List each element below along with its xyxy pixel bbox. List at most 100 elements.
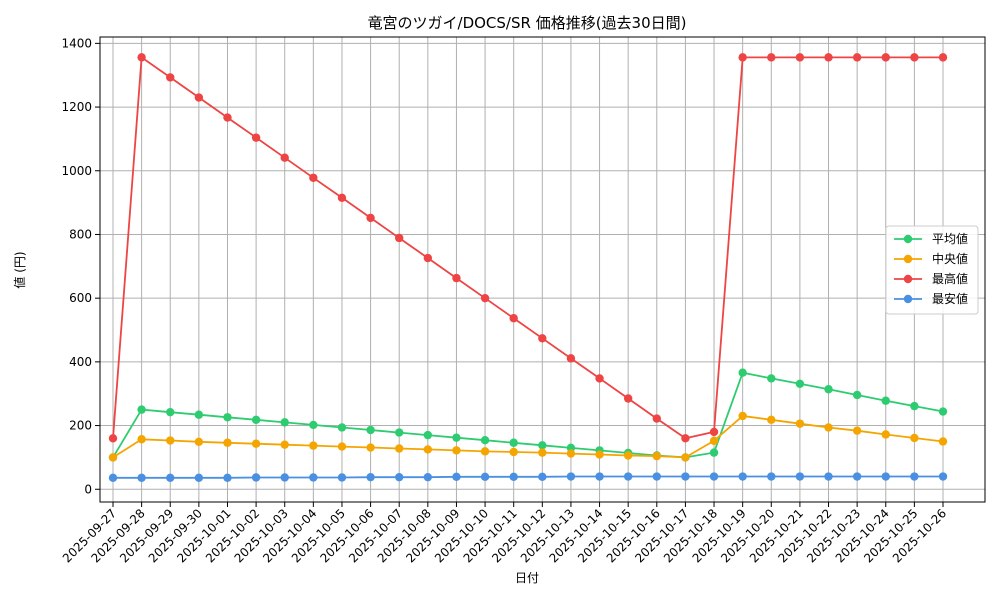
data-point: [309, 473, 318, 482]
data-point: [938, 437, 948, 446]
data-point: [852, 426, 862, 435]
data-point: [337, 423, 347, 432]
legend-label: 最高値: [932, 271, 968, 286]
data-point: [910, 433, 919, 443]
legend-label: 最安値: [932, 291, 968, 306]
data-point: [509, 314, 518, 323]
data-point: [709, 436, 719, 446]
data-point: [223, 413, 232, 422]
y-tick-label: 1400: [61, 36, 92, 50]
data-point: [337, 193, 347, 203]
y-tick-label: 1000: [61, 164, 92, 178]
data-point: [881, 430, 890, 439]
data-point: [595, 450, 604, 459]
data-point: [366, 472, 375, 482]
data-point: [137, 435, 146, 444]
series-4: [108, 472, 948, 482]
y-tick-label: 800: [69, 227, 92, 241]
data-point: [166, 73, 175, 82]
series-line: [112, 371, 944, 459]
data-point: [681, 434, 690, 443]
data-point: [852, 390, 862, 400]
data-point: [795, 419, 805, 428]
data-point: [881, 472, 890, 481]
data-point: [767, 53, 776, 62]
data-point: [480, 447, 490, 456]
data-point: [824, 472, 833, 481]
data-point: [709, 472, 719, 481]
data-point: [280, 440, 289, 449]
y-tick-label: 1200: [61, 100, 92, 114]
data-point: [395, 428, 404, 437]
series-line: [112, 55, 943, 440]
data-point: [824, 385, 833, 394]
data-point: [623, 472, 633, 481]
data-point: [108, 434, 118, 443]
data-point: [509, 472, 518, 482]
data-point: [452, 273, 461, 283]
data-point: [795, 472, 805, 481]
data-point: [738, 53, 747, 62]
data-point: [595, 472, 604, 481]
data-point: [480, 472, 490, 482]
data-point: [223, 438, 232, 447]
data-point: [881, 396, 890, 405]
data-point: [652, 472, 661, 481]
data-point: [709, 448, 719, 457]
y-axis-ticks: 0 200 400 600 800 1000 1200 1400: [61, 36, 100, 496]
data-point: [194, 93, 204, 102]
data-point: [137, 405, 146, 414]
data-point: [366, 443, 375, 452]
data-point: [910, 53, 919, 62]
data-point: [309, 173, 318, 182]
data-point: [280, 473, 289, 482]
data-point: [166, 407, 175, 417]
data-point: [452, 472, 461, 482]
legend-marker: [903, 254, 913, 264]
legend-label: 平均値: [932, 231, 968, 246]
chart-title: 竜宮のツガイ/DOCS/SR 価格推移(過去30日間): [368, 14, 687, 32]
data-point: [395, 444, 404, 453]
data-point: [480, 293, 490, 303]
data-point: [538, 448, 547, 457]
data-point: [938, 472, 948, 481]
data-point: [938, 407, 948, 416]
data-point: [194, 437, 204, 447]
series-1: [108, 368, 948, 462]
y-tick-label: 600: [69, 291, 92, 305]
data-point: [767, 415, 776, 425]
legend-box: [885, 225, 979, 315]
data-point: [910, 401, 919, 411]
data-point: [395, 233, 404, 243]
y-axis-label: 値 (円): [12, 251, 27, 288]
legend-label: 中央値: [932, 251, 968, 266]
data-point: [738, 472, 747, 481]
data-point: [595, 374, 604, 383]
data-point: [566, 449, 576, 458]
data-point: [251, 473, 261, 482]
data-point: [938, 53, 948, 62]
data-point: [251, 133, 261, 142]
series-line: [112, 415, 944, 459]
data-point: [309, 441, 318, 450]
data-point: [280, 153, 289, 162]
series-2: [108, 411, 948, 462]
data-point: [623, 394, 633, 403]
grid: [100, 37, 985, 502]
data-point: [108, 473, 118, 482]
data-point: [452, 433, 461, 442]
data-point: [423, 430, 433, 440]
data-point: [538, 441, 547, 450]
series-layer: [108, 53, 948, 482]
data-point: [824, 53, 833, 62]
data-point: [738, 368, 747, 377]
data-point: [652, 451, 661, 461]
series-line: [113, 475, 943, 479]
data-point: [194, 410, 204, 419]
data-point: [767, 472, 776, 481]
data-point: [910, 472, 919, 481]
y-tick-label: 400: [69, 355, 92, 369]
data-point: [538, 472, 547, 482]
data-point: [681, 472, 690, 481]
